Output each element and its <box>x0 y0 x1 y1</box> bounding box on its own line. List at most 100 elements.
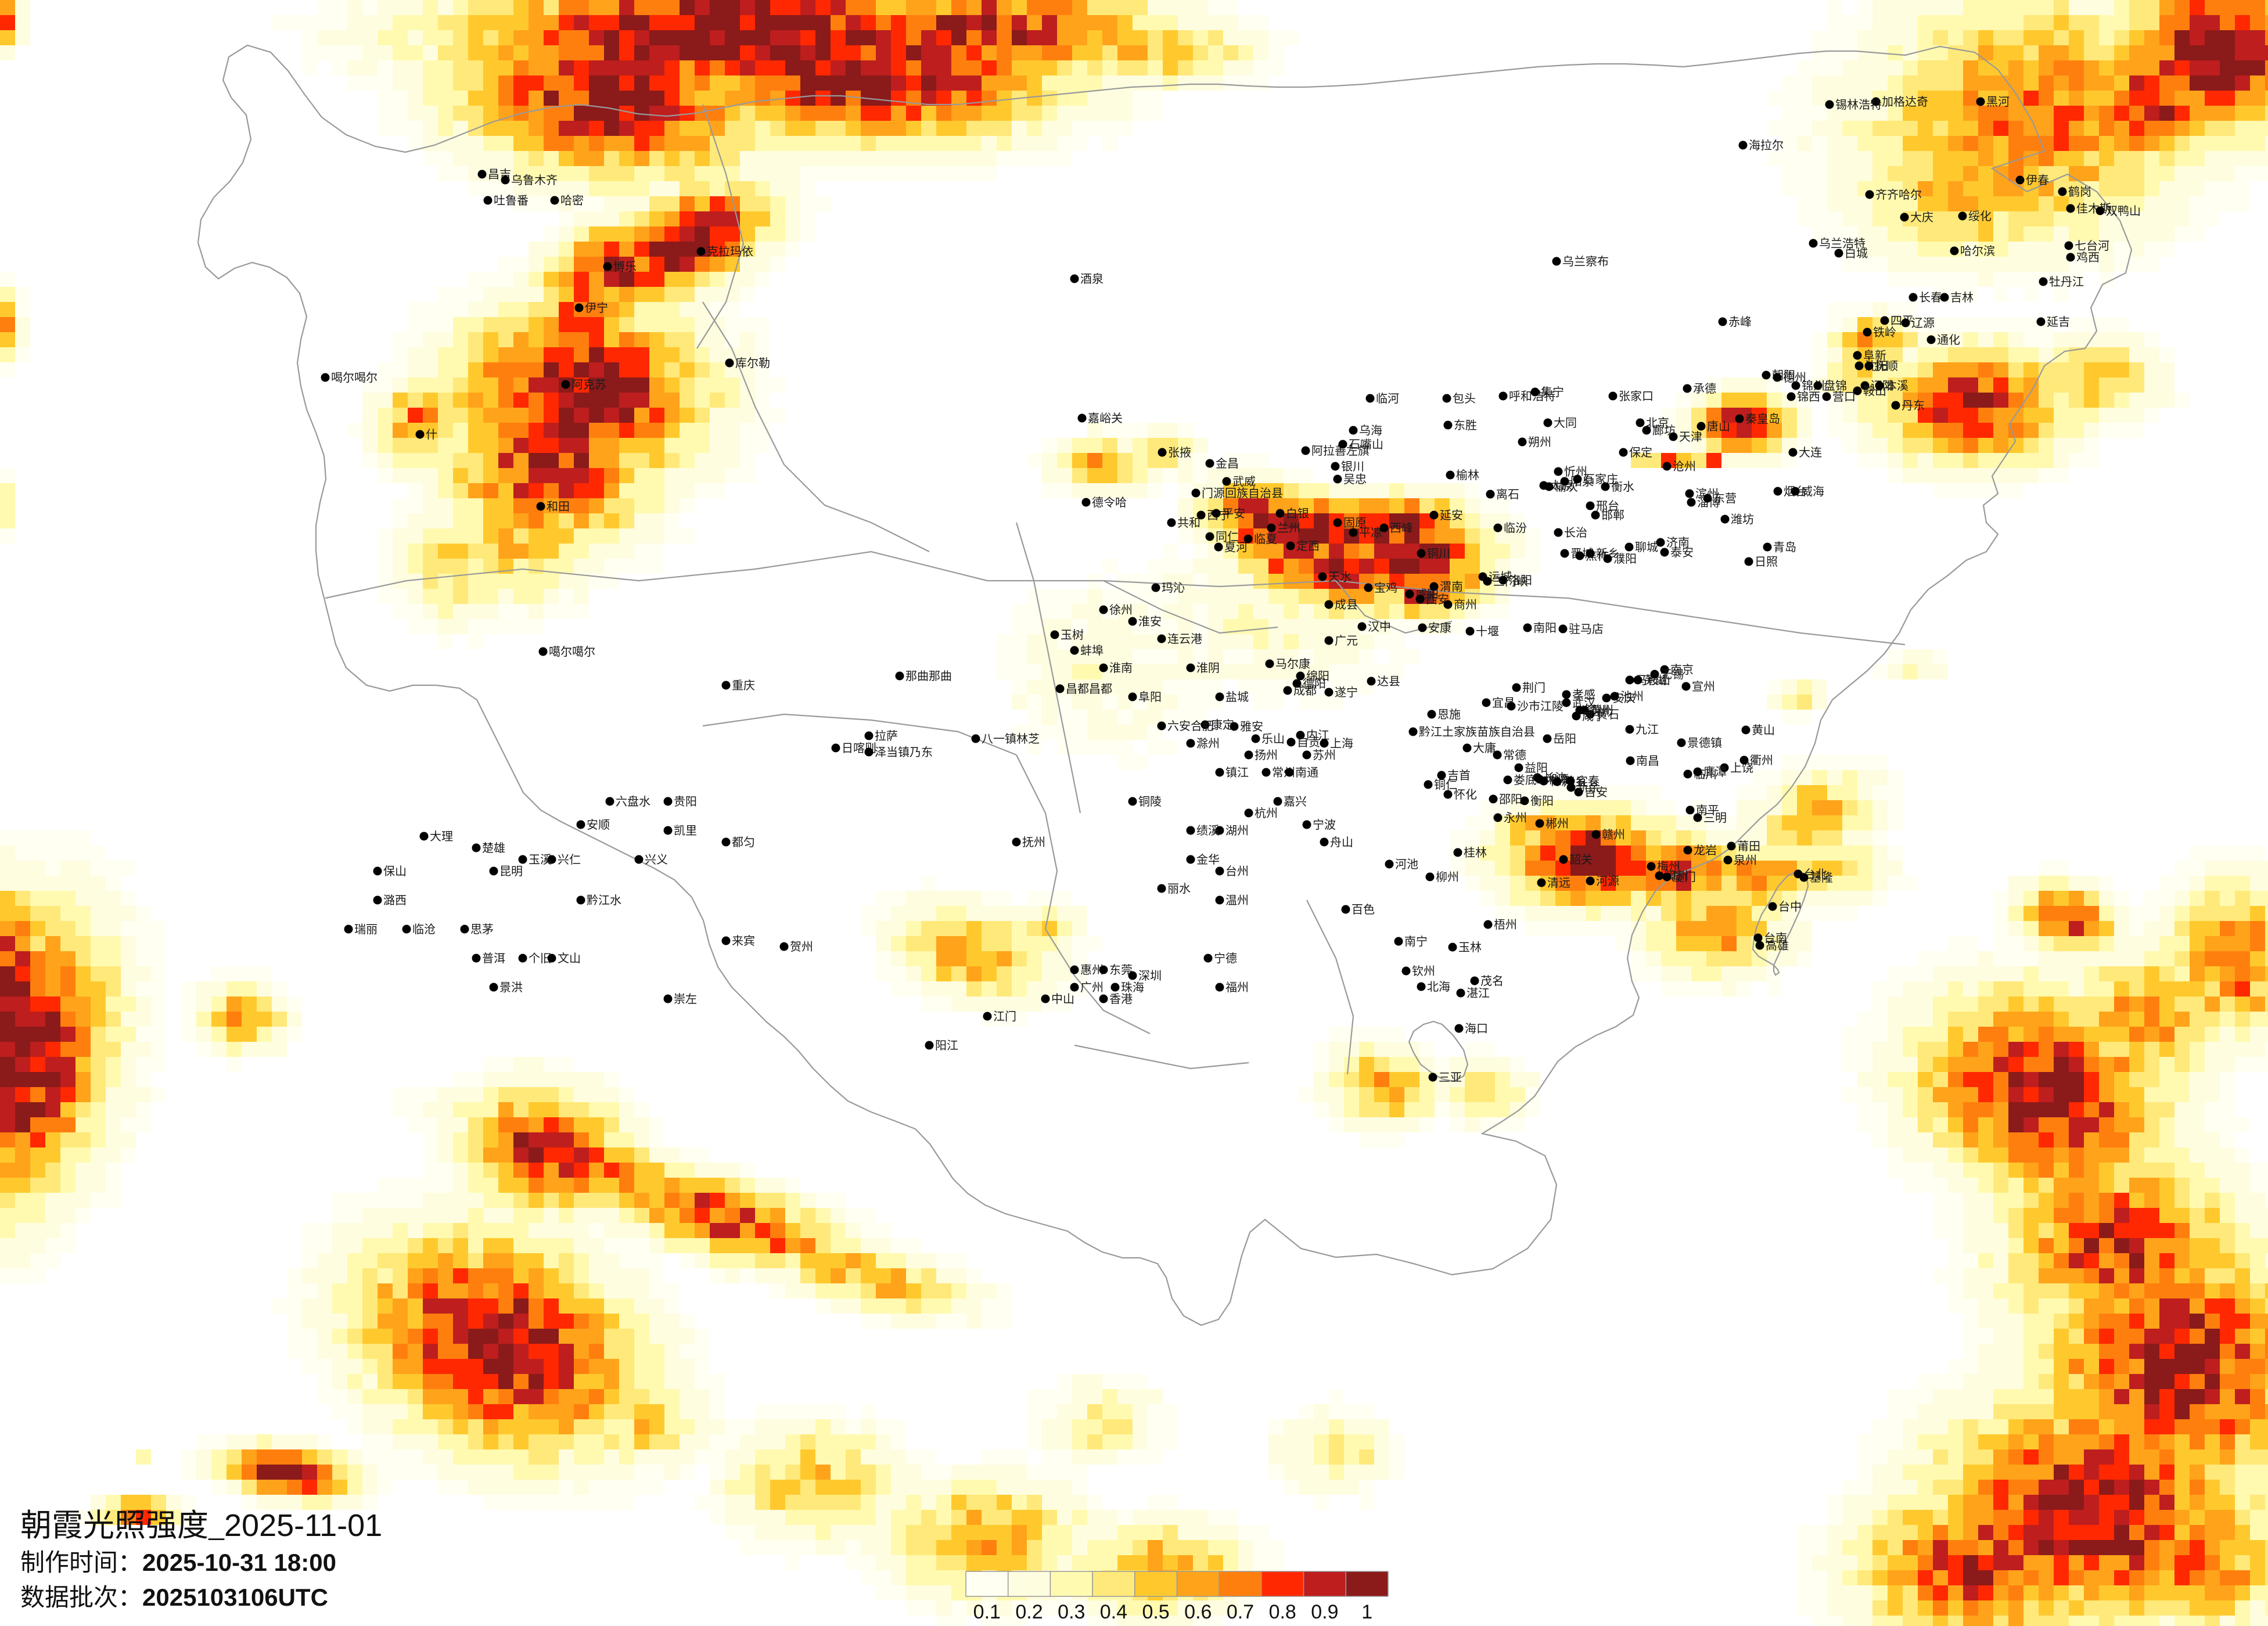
svg-text:安康: 安康 <box>1428 621 1451 635</box>
svg-text:0.5: 0.5 <box>1142 1601 1169 1623</box>
svg-text:武威: 武威 <box>1232 475 1256 488</box>
svg-text:湛江: 湛江 <box>1467 987 1490 1000</box>
svg-text:沙市江陵: 沙市江陵 <box>1517 700 1563 713</box>
svg-text:台中: 台中 <box>1778 900 1802 913</box>
svg-text:双鸭山: 双鸭山 <box>2106 204 2141 218</box>
svg-text:0.9: 0.9 <box>1311 1601 1338 1623</box>
svg-text:定西: 定西 <box>1296 539 1320 553</box>
svg-text:克拉玛依: 克拉玛依 <box>707 245 753 258</box>
svg-text:和田: 和田 <box>547 500 570 513</box>
svg-text:大同: 大同 <box>1554 416 1577 430</box>
svg-text:吴忠: 吴忠 <box>1343 473 1367 486</box>
svg-text:北海: 北海 <box>1427 980 1450 994</box>
svg-text:渭南: 渭南 <box>1440 580 1463 593</box>
svg-text:威海: 威海 <box>1801 485 1824 498</box>
svg-text:伊宁: 伊宁 <box>585 301 608 315</box>
svg-text:平凉: 平凉 <box>1359 526 1382 539</box>
svg-text:宣州: 宣州 <box>1692 680 1715 693</box>
svg-text:杭州: 杭州 <box>1255 807 1278 820</box>
svg-text:南宁: 南宁 <box>1404 935 1428 948</box>
svg-text:香港: 香港 <box>1109 992 1133 1006</box>
svg-text:基隆: 基隆 <box>1810 871 1833 884</box>
svg-text:盐城: 盐城 <box>1225 690 1249 704</box>
svg-text:抚州: 抚州 <box>1022 836 1045 849</box>
svg-text:淮阴: 淮阴 <box>1196 661 1220 675</box>
svg-text:南昌: 南昌 <box>1636 754 1659 768</box>
svg-text:六安合肥: 六安合肥 <box>1167 720 1214 733</box>
svg-text:锡林浩特: 锡林浩特 <box>1835 98 1882 111</box>
svg-text:崇左: 崇左 <box>674 992 697 1006</box>
svg-text:景德镇: 景德镇 <box>1687 736 1722 750</box>
svg-text:温州: 温州 <box>1225 894 1249 907</box>
svg-text:东营: 东营 <box>1713 492 1737 505</box>
svg-text:石嘴山: 石嘴山 <box>1349 438 1383 451</box>
svg-text:德州: 德州 <box>1783 371 1806 384</box>
svg-text:广州: 广州 <box>1080 981 1104 994</box>
svg-text:兴义: 兴义 <box>645 853 668 866</box>
svg-text:青岛: 青岛 <box>1773 541 1796 554</box>
svg-text:景洪: 景洪 <box>499 981 523 994</box>
svg-text:库尔勒: 库尔勒 <box>735 357 770 370</box>
svg-text:贵阳: 贵阳 <box>674 795 697 808</box>
svg-text:嘉兴: 嘉兴 <box>1284 795 1307 808</box>
svg-text:鸡西: 鸡西 <box>2076 251 2100 264</box>
svg-text:0.7: 0.7 <box>1227 1601 1254 1623</box>
svg-text:广元: 广元 <box>1335 634 1358 647</box>
svg-text:白银: 白银 <box>1286 507 1309 520</box>
svg-text:茂名: 茂名 <box>1480 974 1504 988</box>
svg-text:百色: 百色 <box>1352 903 1375 916</box>
svg-text:黔江土家族苗族自治县: 黔江土家族苗族自治县 <box>1419 725 1535 739</box>
svg-text:唐山: 唐山 <box>1707 420 1730 433</box>
svg-text:清远: 清远 <box>1547 876 1570 890</box>
svg-text:临汾: 临汾 <box>1504 521 1527 535</box>
svg-text:铁岭: 铁岭 <box>1873 326 1896 339</box>
svg-text:鹤岗: 鹤岗 <box>2068 185 2091 199</box>
svg-text:永州: 永州 <box>1504 811 1527 825</box>
svg-text:黄山: 黄山 <box>1752 724 1775 737</box>
svg-text:恩施: 恩施 <box>1437 708 1461 721</box>
svg-text:绥化: 绥化 <box>1968 210 1992 223</box>
svg-text:深圳: 深圳 <box>1138 969 1162 983</box>
svg-text:承德: 承德 <box>1693 382 1716 395</box>
svg-text:梧州: 梧州 <box>1494 918 1517 931</box>
svg-text:达县: 达县 <box>1377 675 1400 688</box>
svg-text:夏河: 夏河 <box>1224 541 1248 554</box>
svg-text:福州: 福州 <box>1225 981 1249 994</box>
svg-text:衢州: 衢州 <box>1750 754 1773 767</box>
svg-text:乌海: 乌海 <box>1359 424 1382 437</box>
svg-text:衡水: 衡水 <box>1611 480 1634 494</box>
svg-text:宝鸡: 宝鸡 <box>1374 581 1397 595</box>
svg-text:酒泉: 酒泉 <box>1080 272 1104 286</box>
svg-text:制作时间：2025-10-31 18:00: 制作时间：2025-10-31 18:00 <box>20 1549 336 1577</box>
svg-text:泉州: 泉州 <box>1734 854 1757 867</box>
svg-text:临河: 临河 <box>1376 392 1399 405</box>
svg-text:新余: 新余 <box>1577 781 1600 794</box>
svg-text:昌都昌都: 昌都昌都 <box>1066 682 1112 696</box>
svg-text:秦皇岛: 秦皇岛 <box>1745 412 1780 426</box>
svg-text:莆田: 莆田 <box>1737 840 1760 853</box>
svg-text:蚌埠: 蚌埠 <box>1080 644 1104 657</box>
svg-text:玉林: 玉林 <box>1458 941 1482 954</box>
svg-text:衡阳: 衡阳 <box>1530 794 1554 808</box>
svg-text:七台河: 七台河 <box>2075 239 2109 253</box>
svg-text:朝霞光照强度_2025-11-01: 朝霞光照强度_2025-11-01 <box>20 1508 382 1543</box>
svg-text:共和: 共和 <box>1177 516 1201 530</box>
svg-text:楚雄: 楚雄 <box>482 841 505 855</box>
svg-text:无锡: 无锡 <box>1660 668 1684 681</box>
svg-text:乌兰察布: 乌兰察布 <box>1562 255 1609 268</box>
svg-text:绩溪: 绩溪 <box>1196 824 1220 837</box>
svg-text:潞西: 潞西 <box>383 894 407 907</box>
svg-text:八一镇林芝: 八一镇林芝 <box>982 732 1040 746</box>
svg-text:牡丹江: 牡丹江 <box>2049 275 2084 289</box>
svg-text:昆明: 昆明 <box>499 865 523 878</box>
svg-text:大庆: 大庆 <box>1910 211 1933 224</box>
svg-text:什: 什 <box>426 428 437 441</box>
svg-text:滁州: 滁州 <box>1196 737 1220 750</box>
svg-text:喝尔喝尔: 喝尔喝尔 <box>331 371 378 384</box>
svg-text:大理: 大理 <box>430 830 453 843</box>
svg-text:门源回族自治县: 门源回族自治县 <box>1202 487 1283 500</box>
svg-text:0.6: 0.6 <box>1184 1601 1212 1623</box>
svg-text:榆林: 榆林 <box>1456 469 1479 482</box>
svg-text:兰州: 兰州 <box>1277 521 1300 535</box>
svg-text:怀化: 怀化 <box>1454 788 1477 801</box>
